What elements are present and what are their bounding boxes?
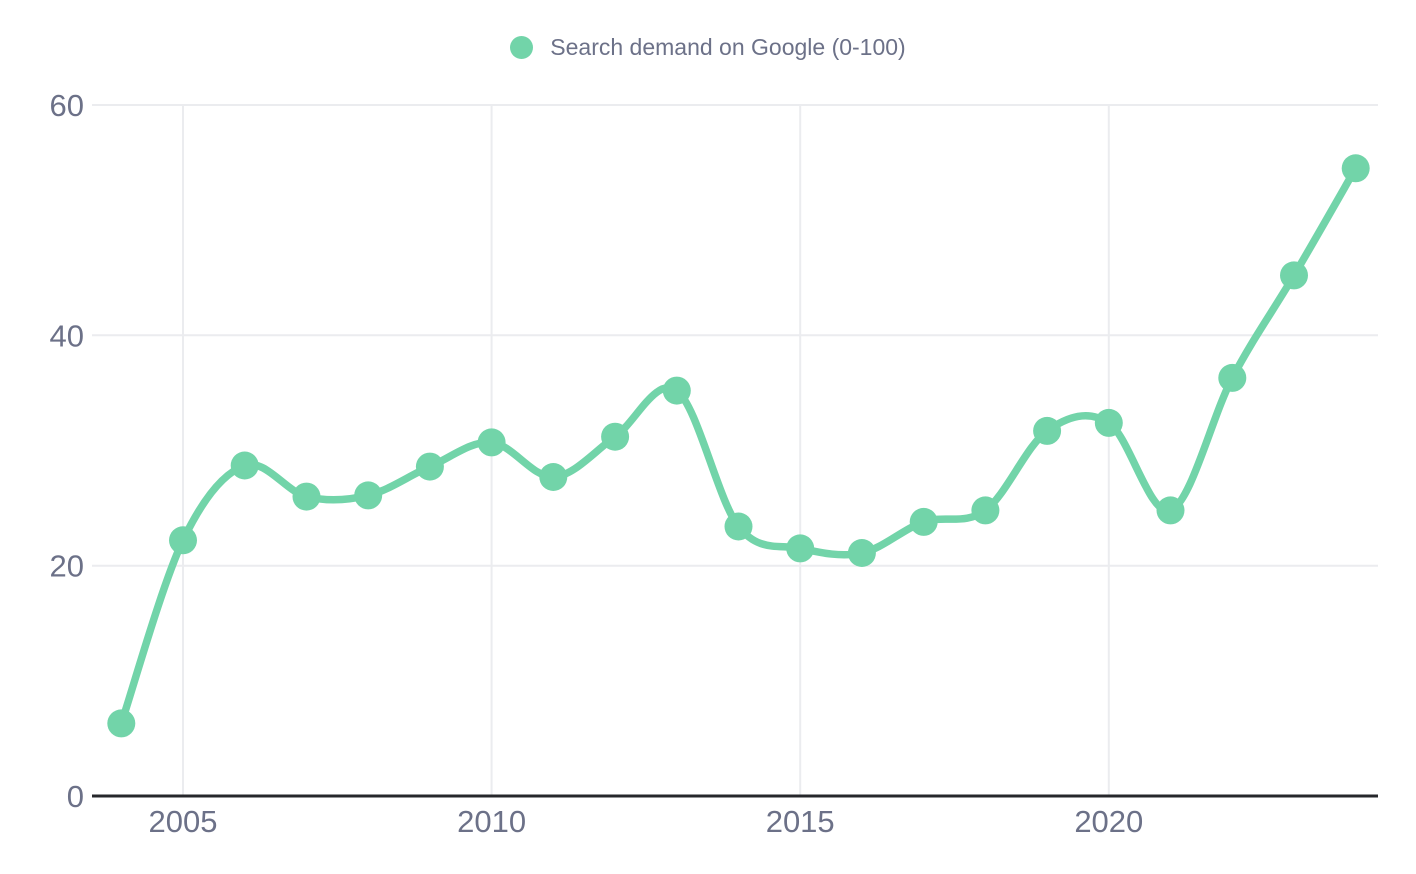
data-point[interactable] bbox=[971, 496, 1000, 525]
series-line bbox=[117, 164, 1360, 728]
data-point[interactable] bbox=[847, 539, 876, 567]
data-point[interactable] bbox=[1033, 416, 1062, 445]
data-point[interactable] bbox=[601, 422, 630, 451]
data-point[interactable] bbox=[1094, 408, 1123, 437]
data-point[interactable] bbox=[354, 481, 383, 510]
data-point[interactable] bbox=[539, 463, 568, 491]
data-point[interactable] bbox=[724, 512, 753, 541]
data-point[interactable] bbox=[909, 507, 938, 536]
data-point[interactable] bbox=[1156, 496, 1185, 525]
x-tick-label: 2010 bbox=[457, 804, 526, 839]
data-point[interactable] bbox=[1280, 261, 1308, 290]
data-point[interactable] bbox=[1218, 363, 1247, 392]
data-point[interactable] bbox=[786, 534, 815, 563]
x-tick-label: 2020 bbox=[1074, 804, 1143, 839]
data-point[interactable] bbox=[477, 428, 506, 457]
chart-legend[interactable]: Search demand on Google (0-100) bbox=[0, 35, 1416, 60]
y-tick-label: 60 bbox=[50, 88, 84, 123]
data-point[interactable] bbox=[107, 709, 136, 738]
y-tick-label: 20 bbox=[50, 549, 84, 584]
data-point[interactable] bbox=[1341, 154, 1370, 183]
y-tick-label: 40 bbox=[50, 318, 84, 353]
y-tick-label: 0 bbox=[67, 779, 84, 814]
data-point[interactable] bbox=[415, 452, 444, 481]
data-point[interactable] bbox=[662, 376, 691, 405]
legend-label: Search demand on Google (0-100) bbox=[550, 34, 906, 60]
data-point[interactable] bbox=[230, 451, 259, 480]
data-point[interactable] bbox=[169, 526, 197, 555]
x-tick-label: 2005 bbox=[149, 804, 218, 839]
x-tick-label: 2015 bbox=[766, 804, 835, 839]
data-point[interactable] bbox=[292, 482, 321, 511]
legend-marker-icon bbox=[510, 36, 534, 59]
